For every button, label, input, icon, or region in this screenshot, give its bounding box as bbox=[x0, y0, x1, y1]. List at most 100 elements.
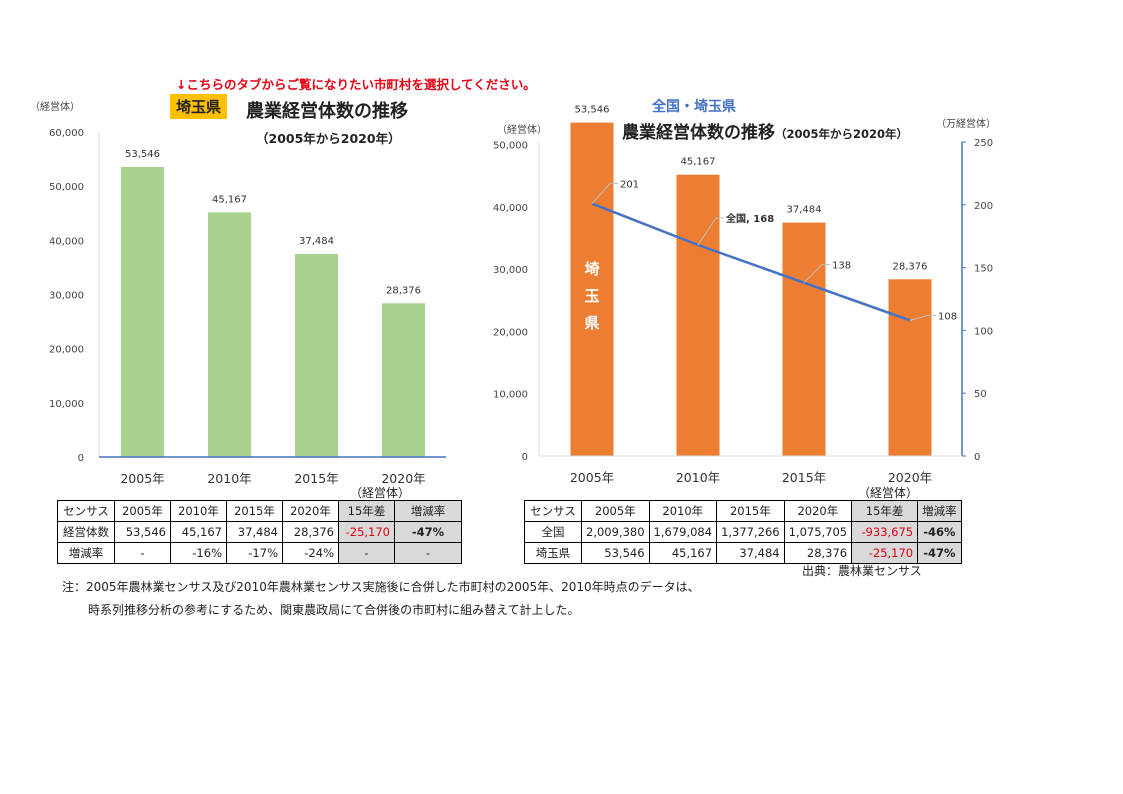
right-y2-tick-label: 150 bbox=[974, 264, 993, 275]
right-chart-unit-left: （経営体） bbox=[497, 125, 547, 136]
line-value-label: 全国, 168 bbox=[725, 212, 774, 225]
table-row: 増減率 - -16% -17% -24% - - bbox=[57, 542, 462, 564]
table-cell: 53,546 bbox=[581, 542, 650, 564]
table-header-cell: 2005年 bbox=[581, 500, 650, 522]
right-y-tick-label: 20,000 bbox=[493, 327, 528, 338]
left-y-tick-label: 40,000 bbox=[49, 236, 84, 247]
right-census-table: センサス 2005年 2010年 2015年 2020年 15年差 増減率 全国 2,009,3… bbox=[524, 500, 962, 564]
right-bar bbox=[888, 279, 932, 456]
table-cell: -25,170 bbox=[851, 542, 919, 564]
prefecture-badge[interactable]: 埼玉県 bbox=[170, 94, 228, 119]
left-x-tick-label: 2020年 bbox=[381, 471, 425, 486]
table-cell: 45,167 bbox=[648, 542, 718, 564]
table-header-cell: 2015年 bbox=[226, 500, 283, 522]
right-y-tick-label: 50,000 bbox=[493, 141, 528, 152]
table-header-cell: センサス bbox=[57, 500, 115, 522]
table-cell: -46% bbox=[917, 521, 962, 543]
table-cell: -16% bbox=[170, 542, 227, 564]
table-header-cell: センサス bbox=[524, 500, 582, 522]
table-cell: - bbox=[394, 542, 462, 564]
line-label-leader bbox=[591, 183, 618, 204]
charts-canvas: 0 10,000 20,000 30,000 40,000 50,000 60,000 53,… bbox=[49, 105, 993, 486]
table-cell: -933,675 bbox=[851, 521, 919, 543]
left-table-unit: （経営体） bbox=[350, 486, 411, 500]
table-header-cell: 2015年 bbox=[716, 500, 785, 522]
line-label-leader bbox=[909, 314, 936, 321]
table-cell: 37,484 bbox=[226, 521, 283, 543]
right-y2-tick-label: 250 bbox=[974, 138, 993, 149]
table-header-cell: 2010年 bbox=[648, 500, 718, 522]
right-chart-subtitle: （2005年から2020年） bbox=[775, 127, 909, 141]
table-header-row: センサス 2005年 2010年 2015年 2020年 15年差 増減率 bbox=[524, 500, 962, 522]
left-y-tick-label: 60,000 bbox=[49, 128, 84, 139]
left-y-tick-label: 30,000 bbox=[49, 291, 84, 302]
right-x-tick-label: 2015年 bbox=[782, 470, 826, 485]
table-header-cell: 15年差 bbox=[338, 500, 395, 522]
right-chart-title-main: 農業経営体数の推移 bbox=[622, 123, 775, 143]
table-row: 埼玉県 53,546 45,167 37,484 28,376 -25,170 -47% bbox=[524, 542, 962, 564]
left-y-tick-label: 20,000 bbox=[49, 345, 84, 356]
right-y2-tick-label: 50 bbox=[974, 389, 987, 400]
table-cell: -24% bbox=[282, 542, 339, 564]
right-bar-value-label: 28,376 bbox=[893, 261, 928, 272]
table-cell: 37,484 bbox=[716, 542, 785, 564]
table-cell: 埼玉県 bbox=[524, 542, 582, 564]
table-cell: 2,009,380 bbox=[581, 521, 650, 543]
instruction-notice: ↓こちらのタブからご覧になりたい市町村を選択してください。 bbox=[176, 77, 536, 92]
table-cell: 1,679,084 bbox=[648, 521, 718, 543]
right-table-unit: （経営体） bbox=[858, 486, 919, 500]
right-bar-series-label-char: 埼 bbox=[584, 260, 599, 278]
right-y-tick-label: 0 bbox=[522, 452, 528, 463]
right-y2-tick-label: 0 bbox=[974, 452, 980, 463]
right-y-tick-label: 40,000 bbox=[493, 203, 528, 214]
right-bar-value-label: 53,546 bbox=[575, 105, 610, 116]
line-value-label: 138 bbox=[832, 261, 851, 272]
table-cell: -47% bbox=[394, 521, 462, 543]
table-cell: 28,376 bbox=[783, 542, 853, 564]
left-y-tick-label: 0 bbox=[78, 453, 84, 464]
right-bar-series-label-char: 県 bbox=[584, 314, 599, 332]
line-value-label: 108 bbox=[938, 311, 957, 322]
table-cell: -25,170 bbox=[338, 521, 395, 543]
left-y-tick-label: 10,000 bbox=[49, 399, 84, 410]
table-row: 全国 2,009,380 1,679,084 1,377,266 1,075,705 -9… bbox=[524, 521, 962, 543]
table-header-cell: 2020年 bbox=[783, 500, 853, 522]
line-label-leader bbox=[697, 217, 724, 246]
right-bar-value-label: 37,484 bbox=[787, 205, 822, 216]
right-y2-tick-label: 100 bbox=[974, 326, 993, 337]
right-chart-title: 農業経営体数の推移（2005年から2020年） bbox=[622, 118, 908, 143]
right-bar bbox=[570, 122, 614, 457]
table-cell: 53,546 bbox=[114, 521, 171, 543]
line-label-leader bbox=[803, 264, 830, 284]
footnote-line-2: 時系列推移分析の参考にするため、関東農政局にて合併後の市町村に組み替えて計上した… bbox=[88, 603, 580, 617]
table-cell: -47% bbox=[917, 542, 962, 564]
left-bar bbox=[121, 166, 164, 457]
left-chart-unit: （経営体） bbox=[30, 102, 80, 113]
footnote-line-1: 注：2005年農林業センサス及び2010年農林業センサス実施後に合併した市町村の… bbox=[62, 580, 700, 594]
table-header-cell: 15年差 bbox=[851, 500, 919, 522]
right-chart-unit-right: （万経営体） bbox=[936, 119, 996, 130]
right-combo-chart: 0 10,000 20,000 30,000 40,000 50,000 0 50 100 150… bbox=[493, 105, 993, 485]
table-cell: 経営体数 bbox=[57, 521, 115, 543]
left-bar-chart: 0 10,000 20,000 30,000 40,000 50,000 60,000 53,… bbox=[49, 128, 446, 486]
table-header-cell: 増減率 bbox=[917, 500, 962, 522]
table-header-cell: 2020年 bbox=[282, 500, 339, 522]
left-bar-value-label: 28,376 bbox=[386, 285, 421, 296]
left-bar bbox=[208, 212, 251, 457]
table-header-cell: 2010年 bbox=[170, 500, 227, 522]
table-header-row: センサス 2005年 2010年 2015年 2020年 15年差 増減率 bbox=[57, 500, 462, 522]
right-y-tick-label: 10,000 bbox=[493, 390, 528, 401]
right-bar-value-label: 45,167 bbox=[681, 157, 716, 168]
left-bar-value-label: 45,167 bbox=[212, 194, 247, 205]
left-bar bbox=[295, 253, 338, 457]
table-cell: 1,377,266 bbox=[716, 521, 785, 543]
table-cell: 増減率 bbox=[57, 542, 115, 564]
right-bar bbox=[676, 174, 720, 456]
line-value-label: 201 bbox=[620, 180, 639, 191]
table-cell: 45,167 bbox=[170, 521, 227, 543]
table-row: 経営体数 53,546 45,167 37,484 28,376 -25,170 -47% bbox=[57, 521, 462, 543]
national-series-line bbox=[591, 202, 911, 322]
left-census-table: センサス 2005年 2010年 2015年 2020年 15年差 増減率 経営体数 53,54… bbox=[57, 500, 462, 564]
left-x-tick-label: 2010年 bbox=[207, 471, 251, 486]
table-header-cell: 増減率 bbox=[394, 500, 462, 522]
